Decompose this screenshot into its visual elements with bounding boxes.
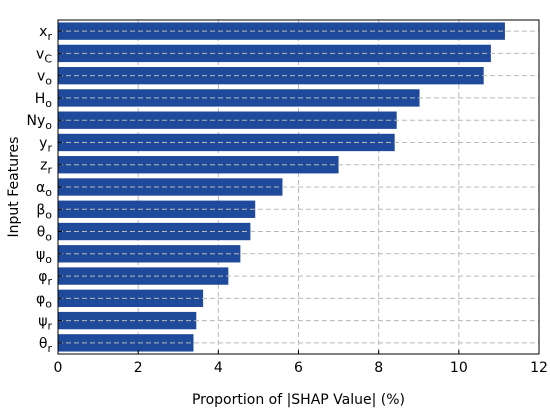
x-tick-label: 10 [450,360,468,376]
y-categories-layer: xr vC vo Ho Nyo yr zr αo βo θo ψo φr φo ψr θr [27,24,62,355]
y-category-label: Ho [35,91,53,110]
x-axis-title: Proportion of |SHAP Value| (%) [192,392,405,408]
x-tick-label: 6 [294,360,303,376]
x-tick-label: 2 [134,360,143,376]
bar [58,311,197,330]
x-ticks-layer: 0 2 4 6 8 10 12 [54,350,548,376]
y-category-label: αo [36,180,52,199]
x-tick-label: 4 [214,360,223,376]
horizontal-grid-layer [58,30,539,344]
x-tick-label: 8 [374,360,383,376]
y-category-label: φr [38,269,52,288]
y-category-label: ψo [36,247,52,266]
bar [58,22,505,40]
y-category-label: ψr [38,314,52,333]
y-category-label: Nyo [27,113,53,132]
y-axis-title: Input Features [6,137,22,238]
bar [58,267,229,285]
y-category-label: vo [37,69,52,88]
x-tick-label: 12 [530,360,548,376]
y-category-label: xr [39,24,52,43]
y-category-label: φo [36,291,52,310]
y-category-label: zr [40,158,52,177]
y-category-label: yr [39,135,52,154]
y-category-label: βo [36,202,52,221]
y-category-label: vC [36,46,52,65]
y-category-label: θo [37,225,53,244]
y-category-label: θr [39,336,53,355]
x-tick-label: 0 [54,360,63,376]
